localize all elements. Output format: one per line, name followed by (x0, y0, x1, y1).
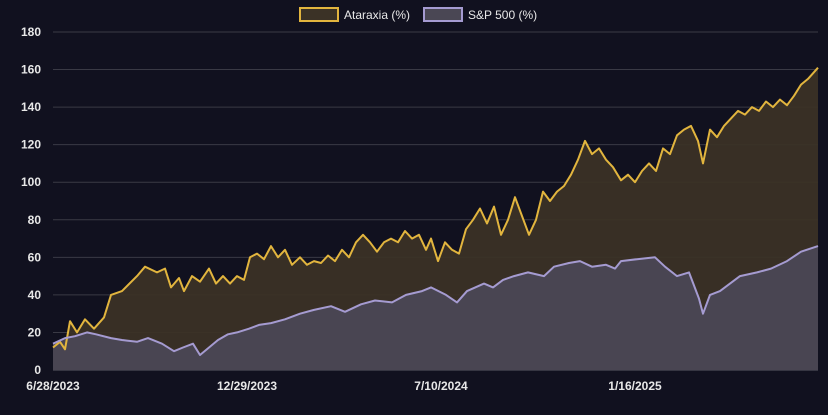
series-line-1 (52, 245, 819, 356)
y-tick-label-0: 0 (34, 363, 41, 377)
y-tick-label-20: 20 (28, 325, 42, 339)
x-axis: 6/28/2023 12/29/2023 7/10/2024 1/16/2025 (26, 379, 662, 393)
legend-label-0: Ataraxia (%) (344, 8, 410, 22)
y-tick-label-60: 60 (28, 250, 42, 264)
y-tick-label-100: 100 (21, 175, 41, 189)
series-areas (53, 67, 818, 370)
series-area-1 (53, 246, 818, 370)
legend-item-1[interactable]: S&P 500 (%) (423, 7, 537, 22)
y-tick-label-80: 80 (28, 213, 42, 227)
legend-swatch-1 (423, 7, 463, 22)
legend-item-0[interactable]: Ataraxia (%) (299, 7, 410, 22)
x-tick-label-3: 1/16/2025 (608, 379, 662, 393)
legend-swatch-0 (299, 7, 339, 22)
y-tick-label-120: 120 (21, 138, 41, 152)
y-axis: 0 20 40 60 80 100 120 140 160 180 (21, 25, 41, 377)
y-tick-label-140: 140 (21, 100, 41, 114)
series-lines (52, 67, 819, 356)
legend-label-1: S&P 500 (%) (468, 8, 537, 22)
x-tick-label-0: 6/28/2023 (26, 379, 80, 393)
x-tick-label-1: 12/29/2023 (217, 379, 277, 393)
x-tick-label-2: 7/10/2024 (414, 379, 468, 393)
y-tick-label-40: 40 (28, 288, 42, 302)
legend[interactable]: Ataraxia (%) S&P 500 (%) (299, 7, 537, 22)
y-tick-label-180: 180 (21, 25, 41, 39)
series-line-0 (52, 67, 819, 351)
y-tick-label-160: 160 (21, 63, 41, 77)
